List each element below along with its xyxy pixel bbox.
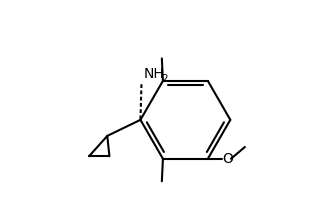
Text: NH: NH — [144, 67, 164, 81]
Text: 2: 2 — [162, 74, 168, 84]
Text: O: O — [222, 152, 233, 166]
